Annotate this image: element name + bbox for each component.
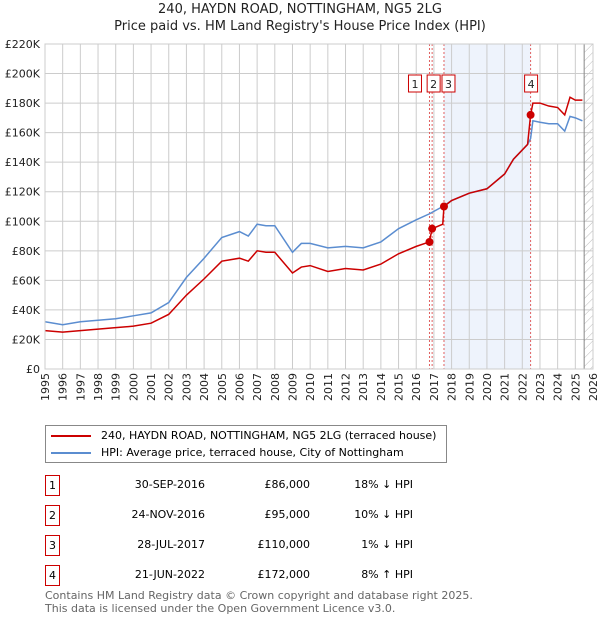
footer-copyright: Contains HM Land Registry data © Crown c…: [45, 589, 473, 602]
transaction-hpi-diff: 18% ↓ HPI: [354, 478, 413, 491]
transaction-hpi-diff: 1% ↓ HPI: [361, 538, 413, 551]
transaction-row: 2 24-NOV-2016 £95,000 10% ↓ HPI: [45, 505, 465, 526]
sale-label-box: [426, 74, 441, 93]
x-tick-label: 2007: [251, 373, 264, 401]
x-tick-label: 2021: [499, 373, 512, 401]
sale-label-box: [441, 74, 456, 93]
legend: 240, HAYDN ROAD, NOTTINGHAM, NG5 2LG (te…: [45, 425, 447, 463]
transaction-date: 28-JUL-2017: [137, 538, 205, 551]
x-tick-label: 2019: [463, 373, 476, 401]
x-tick-label: 2024: [552, 373, 565, 401]
x-tick-label: 2008: [269, 373, 282, 401]
sale-point: [425, 237, 434, 246]
x-tick-label: 2020: [481, 373, 494, 401]
x-tick-label: 2009: [286, 373, 299, 401]
y-tick-label: £220K: [5, 38, 41, 51]
legend-swatch-blue: [51, 451, 91, 454]
chart-title: 240, HAYDN ROAD, NOTTINGHAM, NG5 2LG: [158, 2, 442, 17]
y-tick-label: £0: [26, 363, 40, 376]
sale-point: [439, 202, 448, 211]
y-tick-label: £60K: [12, 274, 41, 287]
x-tick-label: 2002: [163, 373, 176, 401]
legend-label: HPI: Average price, terraced house, City…: [101, 446, 404, 459]
transaction-row: 1 30-SEP-2016 £86,000 18% ↓ HPI: [45, 475, 465, 496]
x-tick-label: 2025: [569, 373, 582, 401]
x-tick-label: 2010: [304, 373, 317, 401]
x-tick-label: 1997: [74, 373, 87, 401]
legend-swatch-red: [51, 434, 91, 437]
x-tick-label: 2015: [393, 373, 406, 401]
x-tick-label: 2026: [587, 373, 600, 401]
y-tick-label: £80K: [12, 245, 41, 258]
transaction-price: £110,000: [257, 538, 311, 551]
transaction-hpi-diff: 8% ↑ HPI: [361, 568, 413, 581]
hpi-line: [44, 115, 583, 326]
x-tick-label: 2003: [180, 373, 193, 401]
transaction-marker: 1: [45, 475, 60, 496]
sale-label: 2: [430, 78, 437, 91]
sale-label: 1: [411, 78, 418, 91]
y-tick-label: £120K: [5, 186, 41, 199]
transaction-date: 30-SEP-2016: [134, 478, 205, 491]
sale-label-box: [407, 74, 422, 93]
x-tick-label: 2000: [127, 373, 140, 401]
x-tick-label: 2022: [516, 373, 529, 401]
plot-frame: [44, 43, 594, 370]
x-tick-label: 2004: [198, 373, 211, 401]
transaction-date: 24-NOV-2016: [131, 508, 205, 521]
x-tick-label: 1998: [92, 373, 105, 401]
transaction-row: 4 21-JUN-2022 £172,000 8% ↑ HPI: [45, 565, 465, 586]
forecast-hatch: [584, 44, 593, 369]
x-tick-label: 2017: [428, 373, 441, 401]
x-tick-label: 2011: [322, 373, 335, 401]
x-tick-label: 2014: [375, 373, 388, 401]
transaction-row: 3 28-JUL-2017 £110,000 1% ↓ HPI: [45, 535, 465, 556]
transaction-price: £172,000: [257, 568, 311, 581]
sale-point: [428, 224, 437, 233]
transaction-price: £86,000: [264, 478, 311, 491]
footer: Contains HM Land Registry data © Crown c…: [45, 589, 473, 615]
x-tick-label: 2013: [357, 373, 370, 401]
legend-label: 240, HAYDN ROAD, NOTTINGHAM, NG5 2LG (te…: [101, 429, 437, 442]
x-tick-label: 1999: [110, 373, 123, 401]
y-tick-label: £40K: [12, 304, 41, 317]
y-tick-label: £200K: [5, 68, 41, 81]
y-tick-label: £160K: [5, 127, 41, 140]
x-tick-label: 2001: [145, 373, 158, 401]
sale-label: 4: [528, 78, 535, 91]
transaction-marker: 3: [45, 535, 60, 556]
x-tick-label: 1996: [57, 373, 70, 401]
transaction-marker: 4: [45, 565, 60, 586]
sale-label: 3: [445, 78, 452, 91]
sale-label-box: [524, 74, 539, 93]
y-tick-label: £140K: [5, 156, 41, 169]
legend-item-hpi: HPI: Average price, terraced house, City…: [51, 446, 404, 459]
y-tick-label: £180K: [5, 97, 41, 110]
footer-licence: This data is licensed under the Open Gov…: [45, 602, 396, 615]
property-price-line: [44, 96, 583, 333]
x-tick-label: 2012: [340, 373, 353, 401]
transaction-hpi-diff: 10% ↓ HPI: [354, 508, 413, 521]
x-tick-label: 1995: [39, 373, 52, 401]
transaction-price: £95,000: [264, 508, 311, 521]
transaction-marker: 2: [45, 505, 60, 526]
price-chart: 1995 1996 1997 1998 1999 2000 2001 2002 2003 2004…: [5, 38, 600, 401]
x-tick-label: 2005: [216, 373, 229, 401]
transaction-date: 21-JUN-2022: [134, 568, 205, 581]
x-tick-label: 2023: [534, 373, 547, 401]
x-tick-label: 2006: [233, 373, 246, 401]
chart-subtitle: Price paid vs. HM Land Registry's House …: [114, 19, 486, 34]
sale-point: [526, 110, 535, 119]
x-tick-label: 2018: [446, 373, 459, 401]
y-tick-label: £100K: [5, 215, 41, 228]
y-tick-label: £20K: [12, 333, 41, 346]
legend-item-property: 240, HAYDN ROAD, NOTTINGHAM, NG5 2LG (te…: [51, 429, 436, 442]
x-tick-label: 2016: [410, 373, 423, 401]
